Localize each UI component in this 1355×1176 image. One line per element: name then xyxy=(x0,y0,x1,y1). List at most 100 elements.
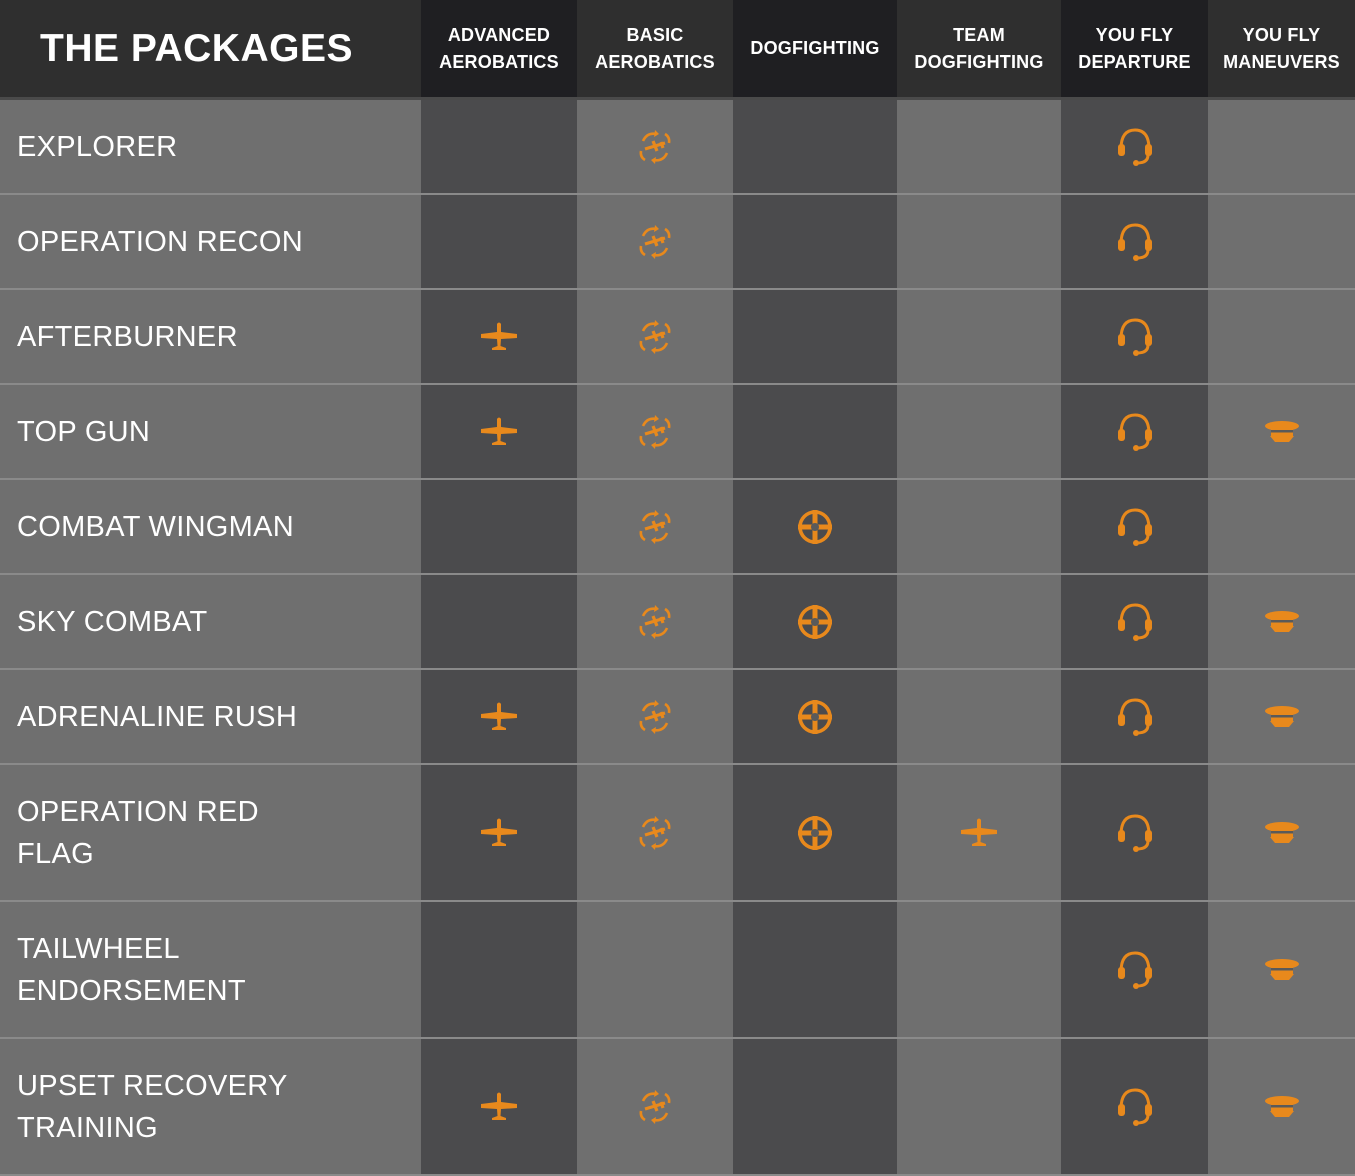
table-row: UPSET RECOVERY TRAINING xyxy=(0,1039,1355,1176)
table-row: OPERATION RECON xyxy=(0,195,1355,290)
aerobatics-icon xyxy=(635,317,675,357)
feature-cell xyxy=(897,100,1061,193)
table-body: EXPLORER OPERATION RECON AFTERBURNER TOP GU… xyxy=(0,100,1355,1176)
feature-cell xyxy=(577,670,733,763)
feature-cell xyxy=(1061,385,1208,478)
pilot-cap-icon xyxy=(1263,820,1301,846)
aerobatics-icon xyxy=(635,127,675,167)
feature-cell xyxy=(1208,290,1355,383)
table-row: ADRENALINE RUSH xyxy=(0,670,1355,765)
table-header: THE PACKAGES ADVANCED AEROBATICS BASIC AER… xyxy=(0,0,1355,100)
crosshair-icon xyxy=(795,602,835,642)
aerobatics-icon xyxy=(635,412,675,452)
headset-icon xyxy=(1115,315,1155,359)
feature-cell xyxy=(577,385,733,478)
table-row: EXPLORER xyxy=(0,100,1355,195)
aerobatics-icon xyxy=(635,1087,675,1127)
feature-cell xyxy=(733,385,897,478)
feature-cell xyxy=(421,290,577,383)
headset-icon xyxy=(1115,410,1155,454)
headset-icon xyxy=(1115,948,1155,992)
crosshair-icon xyxy=(795,813,835,853)
feature-cell xyxy=(1061,100,1208,193)
airplane-icon xyxy=(479,701,519,733)
package-name: OPERATION RED FLAG xyxy=(0,765,421,900)
feature-cell xyxy=(577,1039,733,1174)
package-name: EXPLORER xyxy=(0,100,421,193)
headset-icon xyxy=(1115,125,1155,169)
feature-cell xyxy=(1061,575,1208,668)
package-name: UPSET RECOVERY TRAINING xyxy=(0,1039,421,1174)
headset-icon xyxy=(1115,505,1155,549)
feature-cell xyxy=(577,575,733,668)
feature-cell xyxy=(733,902,897,1037)
pilot-cap-icon xyxy=(1263,704,1301,730)
feature-cell xyxy=(733,575,897,668)
feature-cell xyxy=(1208,195,1355,288)
feature-cell xyxy=(897,575,1061,668)
feature-cell xyxy=(1208,385,1355,478)
table-row: TAILWHEEL ENDORSEMENT xyxy=(0,902,1355,1039)
feature-cell xyxy=(421,902,577,1037)
headset-icon xyxy=(1115,220,1155,264)
airplane-icon xyxy=(959,817,999,849)
feature-cell xyxy=(733,1039,897,1174)
feature-cell xyxy=(733,670,897,763)
feature-cell xyxy=(421,765,577,900)
table-row: OPERATION RED FLAG xyxy=(0,765,1355,902)
feature-cell xyxy=(1061,195,1208,288)
feature-cell xyxy=(577,480,733,573)
airplane-icon xyxy=(479,321,519,353)
aerobatics-icon xyxy=(635,602,675,642)
feature-cell xyxy=(577,100,733,193)
feature-cell xyxy=(421,670,577,763)
feature-cell xyxy=(733,100,897,193)
feature-cell xyxy=(897,670,1061,763)
airplane-icon xyxy=(479,416,519,448)
crosshair-icon xyxy=(795,697,835,737)
feature-cell xyxy=(577,290,733,383)
feature-cell xyxy=(1208,670,1355,763)
feature-cell xyxy=(577,765,733,900)
feature-cell xyxy=(733,195,897,288)
package-name: COMBAT WINGMAN xyxy=(0,480,421,573)
feature-cell xyxy=(897,902,1061,1037)
page-title: THE PACKAGES xyxy=(40,26,353,70)
airplane-icon xyxy=(479,817,519,849)
pilot-cap-icon xyxy=(1263,1094,1301,1120)
feature-cell xyxy=(1208,1039,1355,1174)
feature-cell xyxy=(897,385,1061,478)
feature-cell xyxy=(421,195,577,288)
feature-cell xyxy=(897,290,1061,383)
column-header-team-dogfighting: TEAM DOGFIGHTING xyxy=(914,24,1044,72)
column-header-you-fly-departure: YOU FLY DEPARTURE xyxy=(1061,0,1208,97)
feature-cell xyxy=(1208,480,1355,573)
table-row: AFTERBURNER xyxy=(0,290,1355,385)
feature-cell xyxy=(1061,902,1208,1037)
table-row: SKY COMBAT xyxy=(0,575,1355,670)
feature-cell xyxy=(1061,670,1208,763)
airplane-icon xyxy=(479,1091,519,1123)
aerobatics-icon xyxy=(635,813,675,853)
column-header-basic-aerobatics: BASIC AEROBATICS xyxy=(595,24,715,72)
aerobatics-icon xyxy=(635,697,675,737)
feature-cell xyxy=(897,765,1061,900)
feature-cell xyxy=(421,100,577,193)
feature-cell xyxy=(897,195,1061,288)
feature-cell xyxy=(1061,480,1208,573)
pilot-cap-icon xyxy=(1263,609,1301,635)
headset-icon xyxy=(1115,695,1155,739)
feature-cell xyxy=(1208,575,1355,668)
feature-cell xyxy=(421,575,577,668)
pilot-cap-icon xyxy=(1263,419,1301,445)
feature-cell xyxy=(1061,1039,1208,1174)
column-header-advanced-aerobatics: ADVANCED AEROBATICS xyxy=(421,0,577,97)
table-row: TOP GUN xyxy=(0,385,1355,480)
headset-icon xyxy=(1115,811,1155,855)
package-name: AFTERBURNER xyxy=(0,290,421,383)
feature-cell xyxy=(1208,902,1355,1037)
table-row: COMBAT WINGMAN xyxy=(0,480,1355,575)
feature-cell xyxy=(897,1039,1061,1174)
headset-icon xyxy=(1115,600,1155,644)
